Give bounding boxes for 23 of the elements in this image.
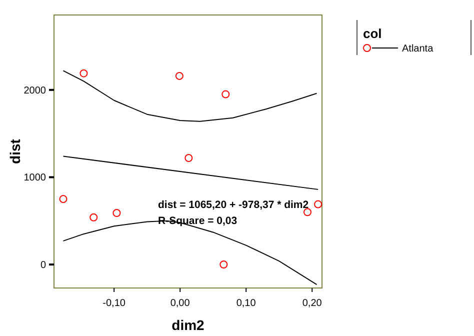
- point: [59, 195, 68, 204]
- point: [314, 200, 322, 208]
- x-tick-label: 0,10: [236, 298, 256, 309]
- line-series: [62, 70, 318, 122]
- x-axis-title: dim2: [172, 317, 205, 333]
- point: [175, 72, 184, 80]
- point: [303, 208, 312, 216]
- point: [112, 209, 121, 218]
- point: [222, 90, 230, 98]
- point: [220, 260, 228, 269]
- y-tick-label: 0: [40, 260, 46, 272]
- y-tick-label: 2000: [24, 85, 46, 96]
- point: [80, 69, 88, 78]
- annotation: dist = 1065,20 + -978,37 * dim2: [158, 199, 309, 211]
- y-axis-title: dist: [7, 138, 23, 164]
- y-tick-label: 1000: [24, 172, 46, 184]
- x-tick-label: 0,00: [170, 298, 190, 309]
- point: [184, 154, 193, 162]
- legend-title: col: [363, 26, 382, 41]
- text: Atlanta: [402, 44, 434, 54]
- x-tick-label: 0,20: [302, 298, 322, 309]
- x-tick-label: -0,10: [102, 298, 126, 309]
- point: [90, 213, 98, 222]
